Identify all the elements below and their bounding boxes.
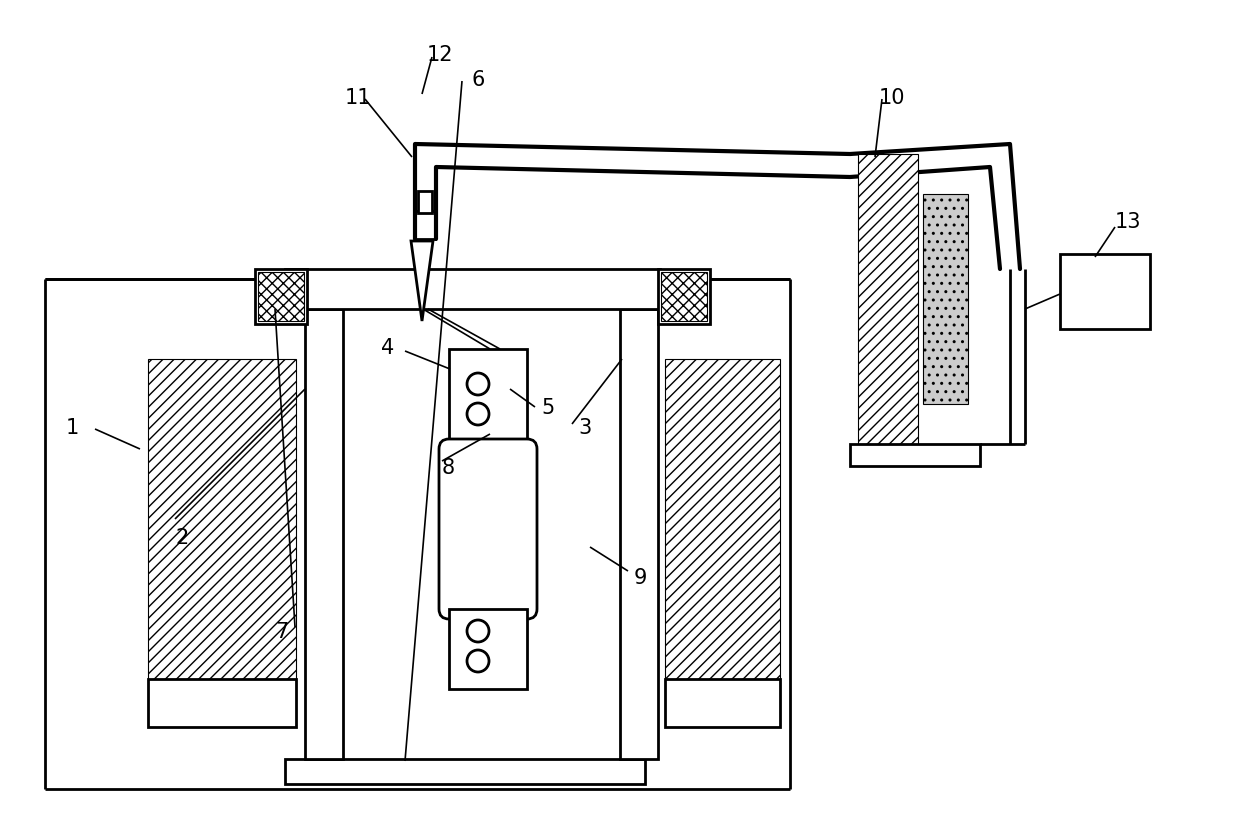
Text: 11: 11 — [345, 88, 371, 108]
Bar — [923, 195, 968, 404]
Text: 12: 12 — [427, 45, 454, 65]
Text: 10: 10 — [879, 88, 905, 108]
Bar — [305, 309, 343, 759]
Text: 7: 7 — [275, 621, 289, 641]
Bar — [255, 270, 308, 325]
Text: 9: 9 — [634, 567, 647, 587]
Bar — [148, 679, 296, 727]
Bar — [258, 273, 304, 322]
Bar — [415, 212, 435, 240]
Text: 3: 3 — [578, 418, 591, 437]
Bar — [661, 273, 707, 322]
Bar — [849, 444, 980, 466]
Bar — [665, 360, 780, 679]
Bar — [418, 192, 432, 213]
Text: 13: 13 — [1115, 212, 1141, 232]
Text: 5: 5 — [542, 398, 554, 418]
Bar — [148, 360, 296, 679]
Bar — [285, 759, 645, 784]
FancyBboxPatch shape — [439, 439, 537, 619]
Polygon shape — [410, 241, 433, 322]
Text: 1: 1 — [66, 418, 78, 437]
Bar — [285, 270, 660, 309]
Text: 4: 4 — [382, 337, 394, 357]
Bar — [1060, 255, 1149, 330]
Text: 2: 2 — [175, 528, 188, 547]
Text: 8: 8 — [441, 457, 455, 477]
Text: 6: 6 — [471, 70, 485, 90]
Bar — [658, 270, 711, 325]
Bar — [858, 155, 918, 444]
Bar — [620, 309, 658, 759]
Bar — [449, 609, 527, 689]
Bar — [665, 679, 780, 727]
Bar — [449, 350, 527, 449]
